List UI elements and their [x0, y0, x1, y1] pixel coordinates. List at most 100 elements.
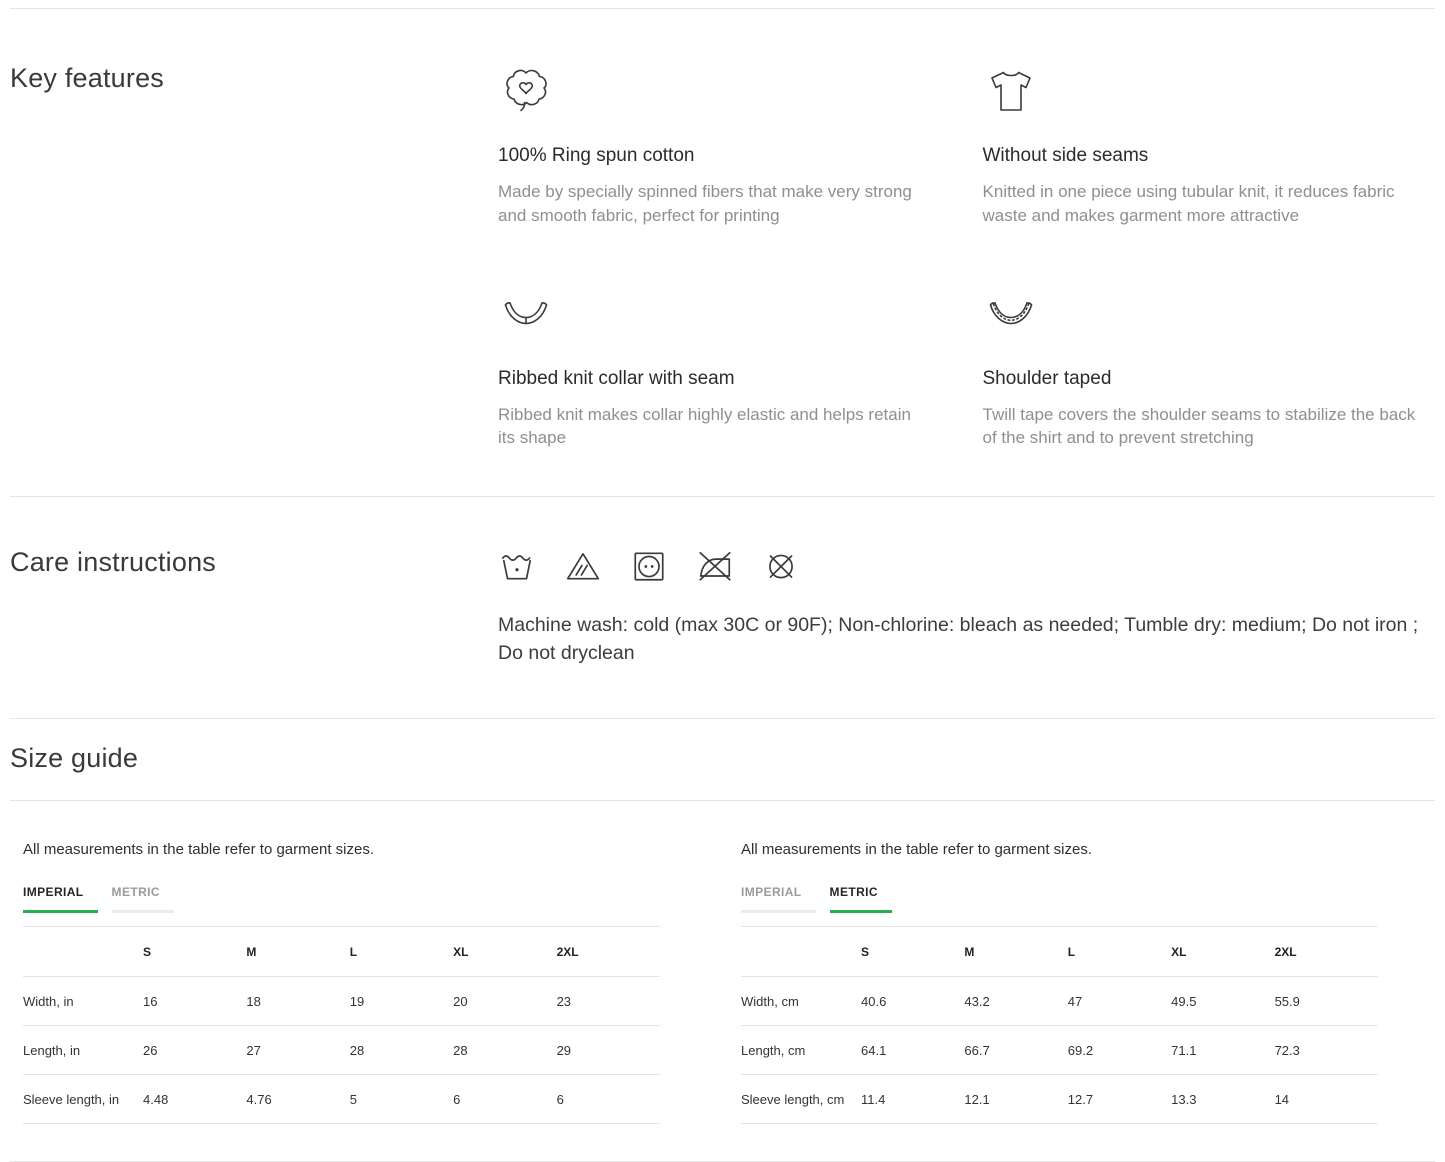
- size-column-header: L: [349, 925, 454, 977]
- row-label: Width, in: [23, 976, 143, 1026]
- size-column-header: 2XL: [556, 925, 660, 977]
- size-cell: 49.5: [1171, 976, 1275, 1026]
- size-guide-title: Size guide: [10, 742, 139, 773]
- imperial-size-table: S M L XL 2XL Width, in 16 18 19 20 23: [23, 925, 660, 1124]
- size-cell: 40.6: [861, 976, 965, 1026]
- row-label: Sleeve length, in: [23, 1074, 143, 1124]
- tshirt-icon: [983, 63, 1418, 119]
- features-grid: 100% Ring spun cotton Made by specially …: [498, 63, 1435, 450]
- tab-imperial[interactable]: IMPERIAL: [741, 885, 816, 913]
- feature-title: 100% Ring spun cotton: [498, 145, 695, 166]
- key-features-title: Key features: [10, 63, 164, 93]
- size-cell: 14: [1274, 1074, 1378, 1124]
- size-cell: 27: [246, 1025, 350, 1075]
- row-label: Sleeve length, cm: [741, 1074, 861, 1124]
- row-label: Width, cm: [741, 976, 861, 1026]
- size-guide-body: All measurements in the table refer to g…: [0, 801, 1445, 1124]
- table-note: All measurements in the table refer to g…: [23, 840, 374, 858]
- size-cell: 66.7: [964, 1025, 1068, 1075]
- size-table-metric: All measurements in the table refer to g…: [741, 841, 1378, 1124]
- size-cell: 47: [1067, 976, 1172, 1026]
- section-divider: [10, 496, 1435, 498]
- feature-description: Knitted in one piece using tubular knit,…: [982, 182, 1395, 225]
- top-divider: [10, 8, 1435, 9]
- table-row: Width, cm 40.6 43.2 47 49.5 55.9: [741, 976, 1378, 1026]
- size-column-header: S: [143, 925, 247, 977]
- size-cell: 12.1: [964, 1074, 1068, 1124]
- care-instructions-title: Care instructions: [10, 547, 216, 578]
- size-guide-header: Size guide: [0, 719, 1445, 800]
- feature-ring-spun-cotton: 100% Ring spun cotton Made by specially …: [498, 63, 933, 228]
- size-column-header: M: [964, 925, 1068, 977]
- size-cell: 23: [556, 976, 660, 1026]
- tab-imperial[interactable]: IMPERIAL: [23, 885, 98, 913]
- feature-description: Ribbed knit makes collar highly elastic …: [498, 404, 911, 448]
- size-cell: 55.9: [1274, 976, 1378, 1026]
- size-table-imperial: All measurements in the table refer to g…: [23, 841, 660, 1124]
- empty-header-cell: [741, 925, 861, 977]
- feature-shoulder-taped: Shoulder taped Twill tape covers the sho…: [983, 286, 1418, 451]
- size-cell: 5: [349, 1074, 454, 1124]
- size-column-header: 2XL: [1274, 925, 1378, 977]
- feature-title: Without side seams: [982, 145, 1149, 166]
- table-header-row: S M L XL 2XL: [23, 925, 660, 977]
- size-cell: 69.2: [1067, 1025, 1172, 1075]
- size-cell: 4.48: [143, 1074, 247, 1124]
- feature-description: Twill tape covers the shoulder seams to …: [982, 404, 1416, 448]
- feature-without-side-seams: Without side seams Knitted in one piece …: [983, 63, 1418, 228]
- feature-ribbed-collar: Ribbed knit collar with seam Ribbed knit…: [498, 286, 933, 451]
- size-cell: 29: [556, 1025, 660, 1075]
- size-cell: 26: [143, 1025, 247, 1075]
- size-cell: 6: [556, 1074, 660, 1124]
- cotton-icon: [498, 63, 933, 119]
- table-row: Sleeve length, cm 11.4 12.1 12.7 13.3 14: [741, 1074, 1378, 1124]
- size-cell: 13.3: [1171, 1074, 1275, 1124]
- key-features-section: Key features 100% Ring spun cotton Made …: [0, 9, 1445, 496]
- size-cell: 19: [349, 976, 454, 1026]
- tab-metric[interactable]: METRIC: [829, 885, 892, 913]
- table-header-row: S M L XL 2XL: [741, 925, 1378, 977]
- care-icons-row: [498, 547, 1435, 585]
- size-cell: 43.2: [964, 976, 1068, 1026]
- size-cell: 20: [453, 976, 557, 1026]
- unit-tabs: IMPERIAL METRIC: [741, 885, 1378, 913]
- size-cell: 16: [143, 976, 247, 1026]
- bleach-icon: [564, 547, 602, 585]
- feature-description: Made by specially spinned fibers that ma…: [498, 182, 912, 225]
- size-cell: 6: [453, 1074, 557, 1124]
- table-note: All measurements in the table refer to g…: [741, 840, 1092, 858]
- care-instructions-content: Machine wash: cold (max 30C or 90F); Non…: [498, 547, 1435, 667]
- size-cell: 11.4: [861, 1074, 965, 1124]
- row-label: Length, in: [23, 1025, 143, 1075]
- tumble-dry-icon: [630, 547, 668, 585]
- table-row: Length, cm 64.1 66.7 69.2 71.1 72.3: [741, 1025, 1378, 1075]
- section-divider: [10, 799, 1435, 801]
- empty-header-cell: [23, 925, 143, 977]
- size-cell: 4.76: [246, 1074, 350, 1124]
- section-divider: [10, 717, 1435, 719]
- machine-wash-icon: [498, 547, 536, 585]
- size-column-header: L: [1067, 925, 1172, 977]
- care-instructions-section: Care instructions: [0, 497, 1445, 717]
- size-column-header: S: [861, 925, 965, 977]
- size-cell: 72.3: [1274, 1025, 1378, 1075]
- size-column-header: XL: [1171, 925, 1275, 977]
- collar-icon: [498, 286, 933, 342]
- bottom-divider: [10, 1160, 1435, 1162]
- size-cell: 12.7: [1067, 1074, 1172, 1124]
- do-not-iron-icon: [696, 547, 734, 585]
- size-column-header: M: [246, 925, 350, 977]
- feature-title: Shoulder taped: [982, 367, 1112, 389]
- tab-metric[interactable]: METRIC: [111, 885, 174, 913]
- table-row: Sleeve length, in 4.48 4.76 5 6 6: [23, 1074, 660, 1124]
- metric-size-table: S M L XL 2XL Width, cm 40.6 43.2 47 49.5: [741, 925, 1378, 1124]
- table-row: Length, in 26 27 28 28 29: [23, 1025, 660, 1075]
- size-cell: 64.1: [861, 1025, 965, 1075]
- shoulder-tape-icon: [983, 286, 1418, 342]
- do-not-dryclean-icon: [762, 547, 800, 585]
- size-cell: 71.1: [1171, 1025, 1275, 1075]
- size-column-header: XL: [453, 925, 557, 977]
- size-cell: 28: [453, 1025, 557, 1075]
- care-instructions-text: Machine wash: cold (max 30C or 90F); Non…: [498, 614, 1419, 664]
